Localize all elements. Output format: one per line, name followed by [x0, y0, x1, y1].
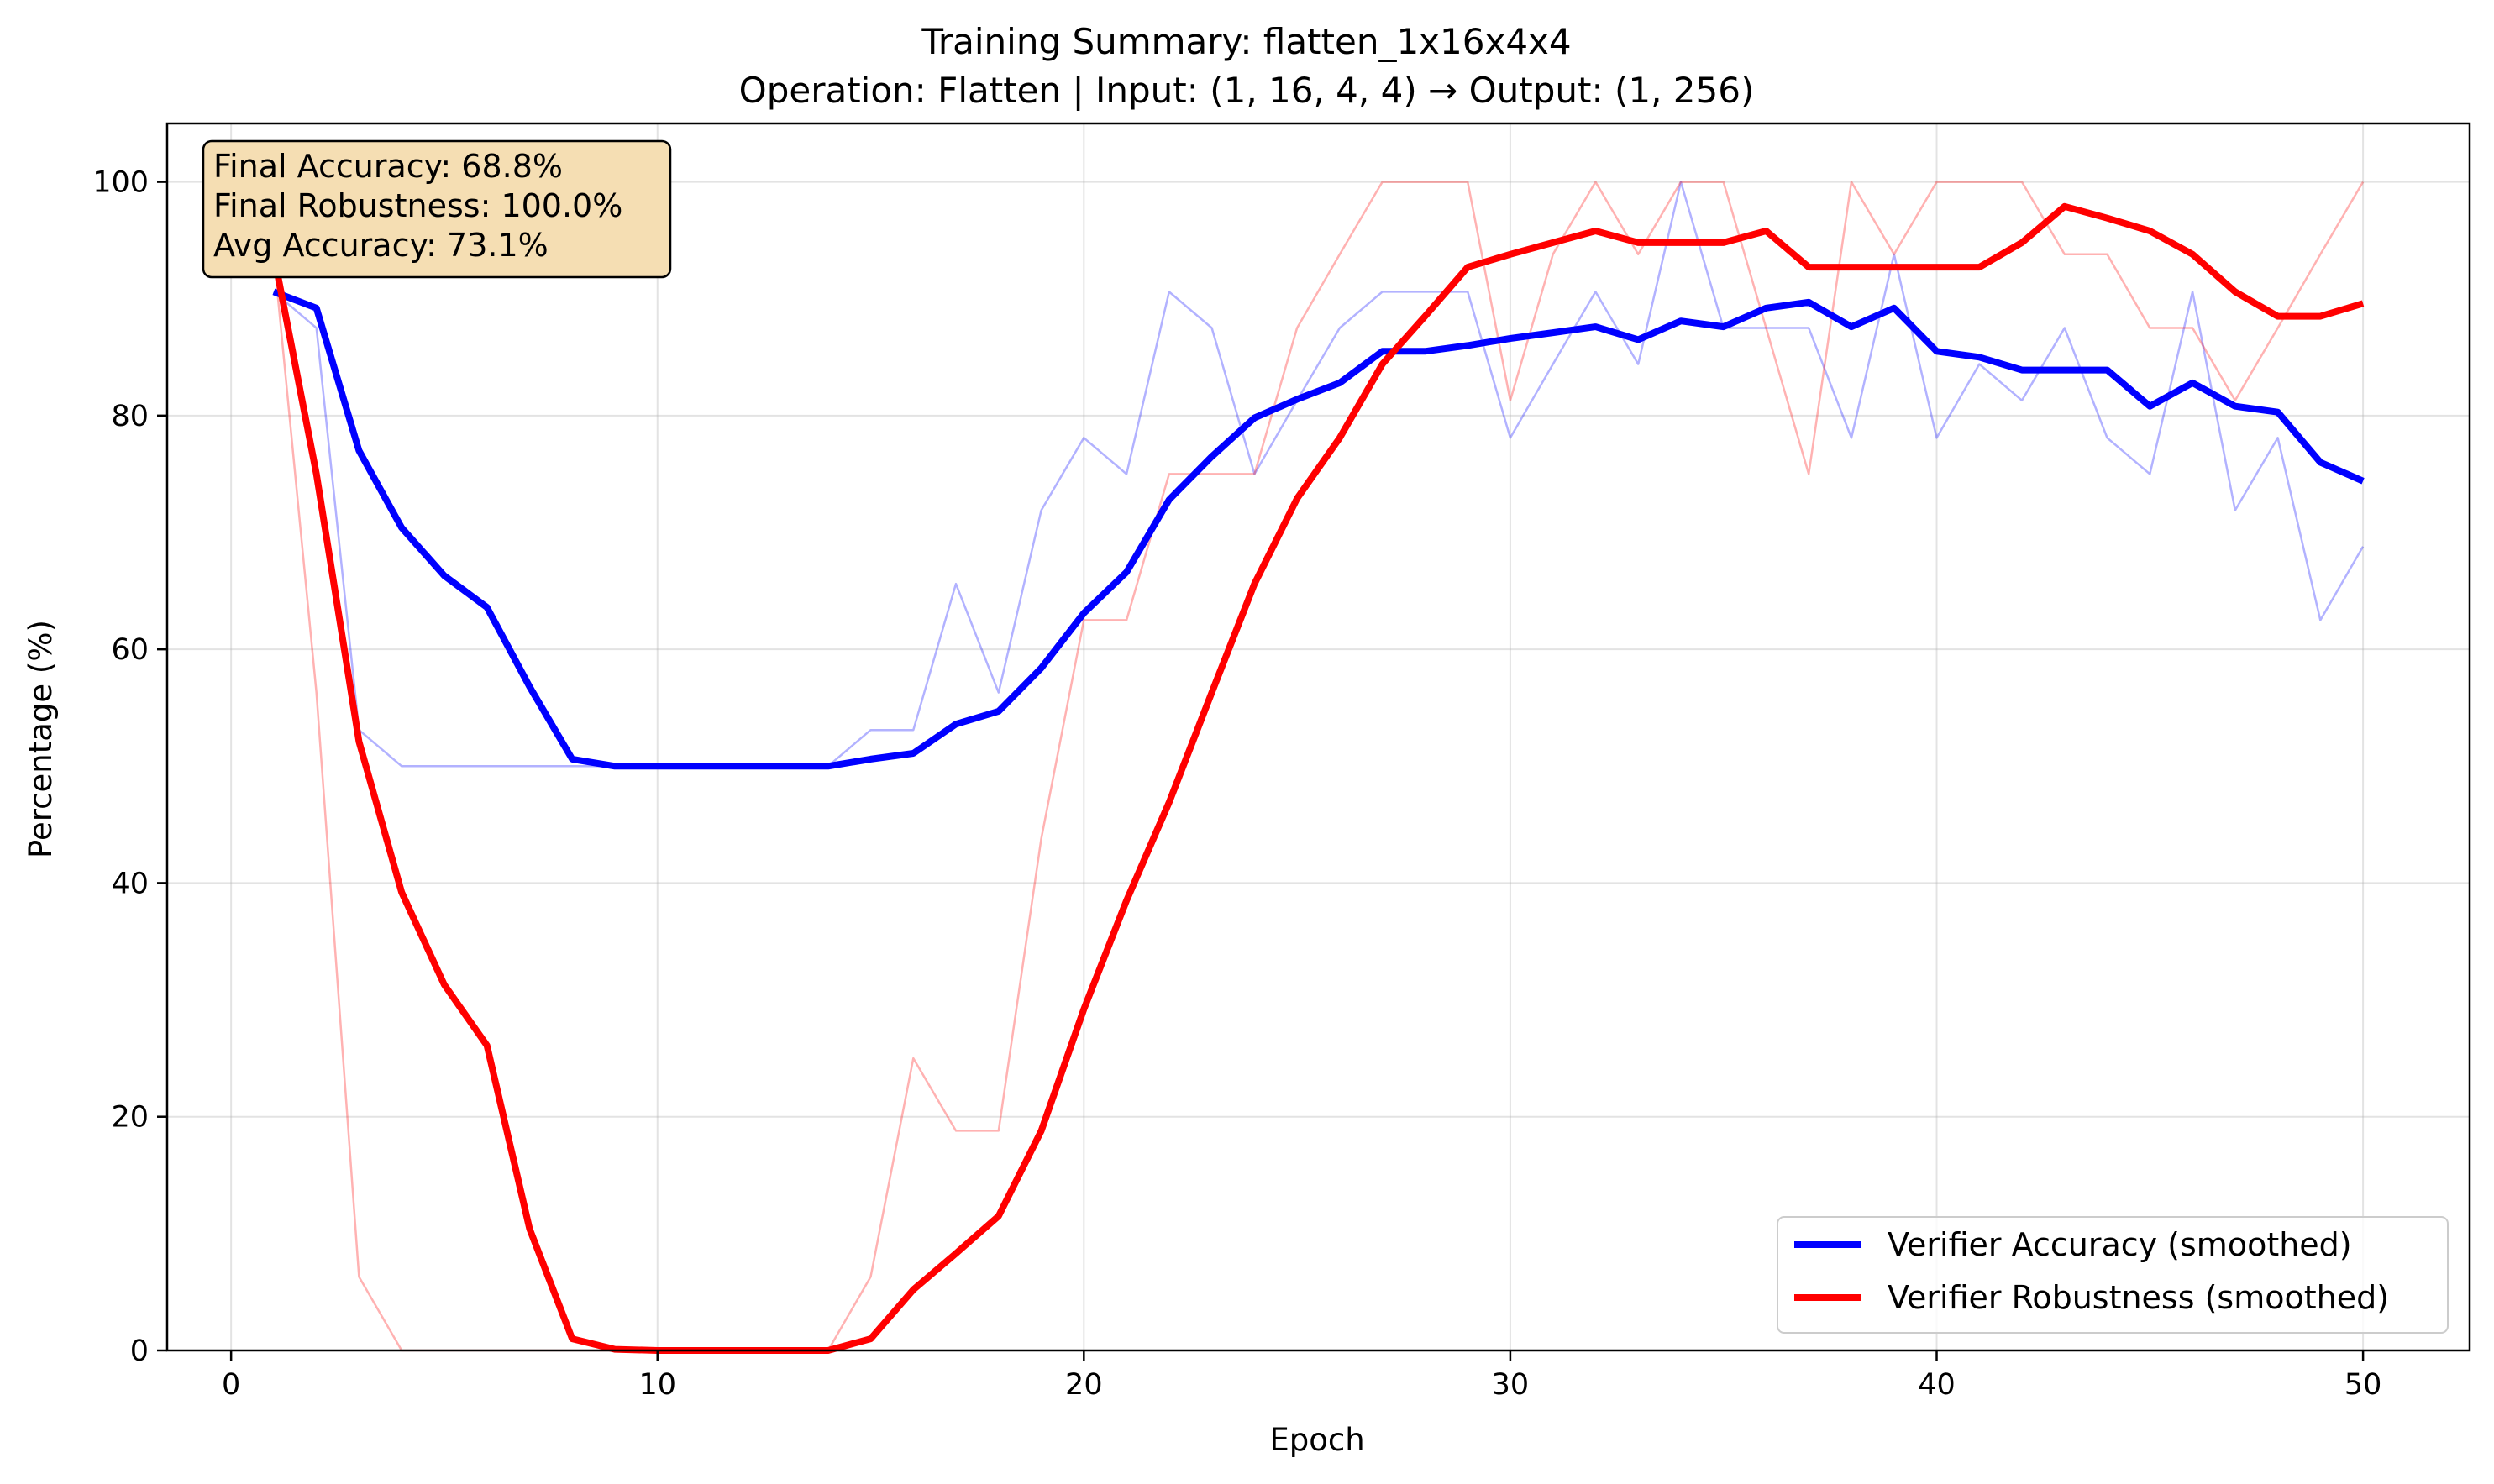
legend-label-robustness: Verifier Robustness (smoothed) [1888, 1279, 2389, 1316]
annotation-final-robustness: Final Robustness: 100.0% [213, 187, 622, 224]
x-tick-label: 20 [1065, 1368, 1103, 1402]
y-tick-label: 100 [92, 166, 149, 200]
x-tick-label: 50 [2344, 1368, 2382, 1402]
y-tick-label: 40 [111, 867, 149, 900]
y-tick-label: 80 [111, 400, 149, 433]
accuracy-smoothed-line [272, 288, 2365, 770]
chart-title: Training Summary: flatten_1x16x4x4 [921, 21, 1571, 62]
legend-label-accuracy: Verifier Accuracy (smoothed) [1888, 1226, 2352, 1263]
axes-layer [165, 122, 2471, 1352]
y-tick-label: 0 [130, 1335, 149, 1368]
x-tick-label: 40 [1918, 1368, 1956, 1402]
y-tick-label: 60 [111, 633, 149, 667]
legend-frame [1777, 1216, 2449, 1334]
ticks-layer: 0 10 20 30 40 50 0 20 40 60 80 100 [92, 166, 2381, 1402]
y-tick-label: 20 [111, 1101, 149, 1135]
x-tick-label: 30 [1492, 1368, 1530, 1402]
stats-annotation: Final Accuracy: 68.8% Final Robustness: … [202, 139, 672, 279]
legend: Verifier Accuracy (smoothed) Verifier Ro… [1777, 1216, 2449, 1334]
stats-annotation-box [202, 139, 672, 279]
annotation-avg-accuracy: Avg Accuracy: 73.1% [213, 227, 549, 264]
x-axis-label: Epoch [1269, 1422, 1364, 1458]
x-tick-label: 10 [638, 1368, 676, 1402]
chart-subtitle: Operation: Flatten | Input: (1, 16, 4, 4… [739, 70, 1755, 111]
x-tick-label: 0 [222, 1368, 240, 1402]
plot-frame [165, 122, 2471, 1352]
y-axis-label: Percentage (%) [23, 620, 59, 858]
annotation-final-accuracy: Final Accuracy: 68.8% [213, 148, 563, 185]
